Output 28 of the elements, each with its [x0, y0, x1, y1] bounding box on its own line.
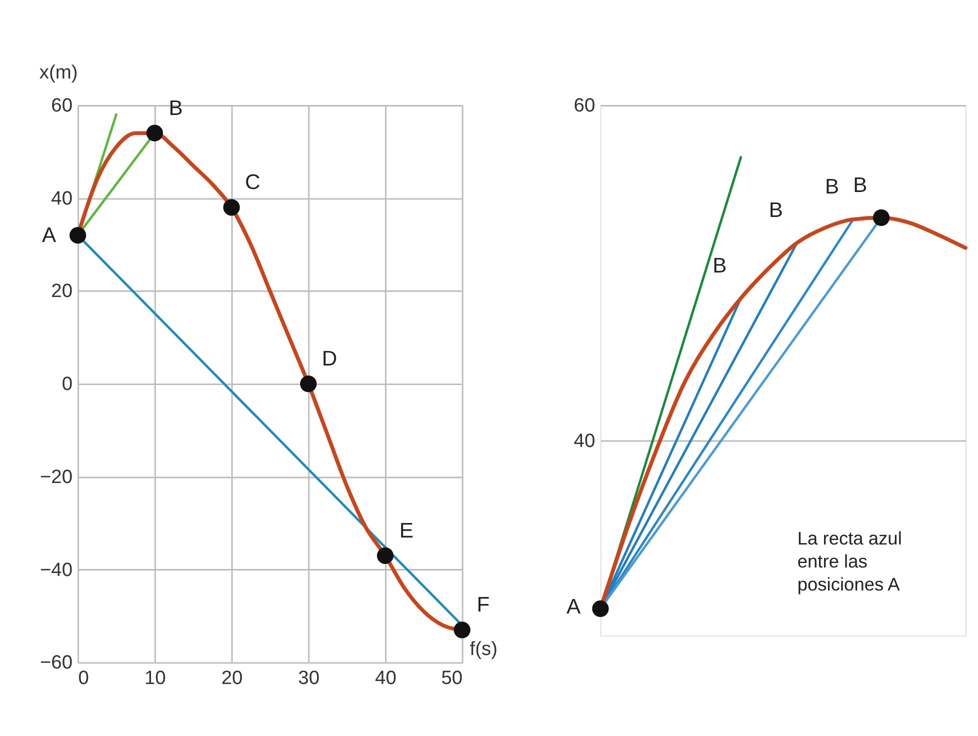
y-tick-label: −60 [40, 652, 73, 674]
y-tick-label: 60 [574, 96, 596, 116]
x-axis-title: f(s) [470, 638, 498, 660]
annotation: A [42, 224, 57, 247]
y-tick-label: 0 [62, 374, 73, 396]
x-tick-label: 30 [298, 668, 320, 690]
data-label: B [853, 174, 868, 197]
x-tick-label: 0 [78, 668, 89, 690]
y-tick-label: 40 [51, 188, 73, 210]
y-tick-label: −40 [40, 560, 73, 581]
annotation: B [168, 96, 183, 120]
annotation: D [322, 348, 338, 371]
annotation: F [476, 594, 490, 617]
annotation: La recta azul entre las posiciones A [797, 527, 902, 594]
annotation: E [399, 519, 414, 542]
annotation: C [245, 171, 260, 194]
x-tick-label: 50 [441, 668, 463, 690]
data-label: A [566, 596, 582, 619]
x-tick-label: 40 [375, 668, 396, 690]
data-label: B [712, 254, 727, 278]
y-tick-label: 20 [51, 281, 73, 302]
x-tick-label: 10 [144, 668, 166, 690]
data-label: B [768, 198, 783, 222]
data-label: B [825, 175, 840, 198]
y-tick-label: −20 [40, 466, 73, 488]
x-tick-label: 20 [221, 668, 243, 690]
y-axis-title: x(m) [39, 62, 78, 84]
y-tick-label: 60 [51, 96, 73, 116]
